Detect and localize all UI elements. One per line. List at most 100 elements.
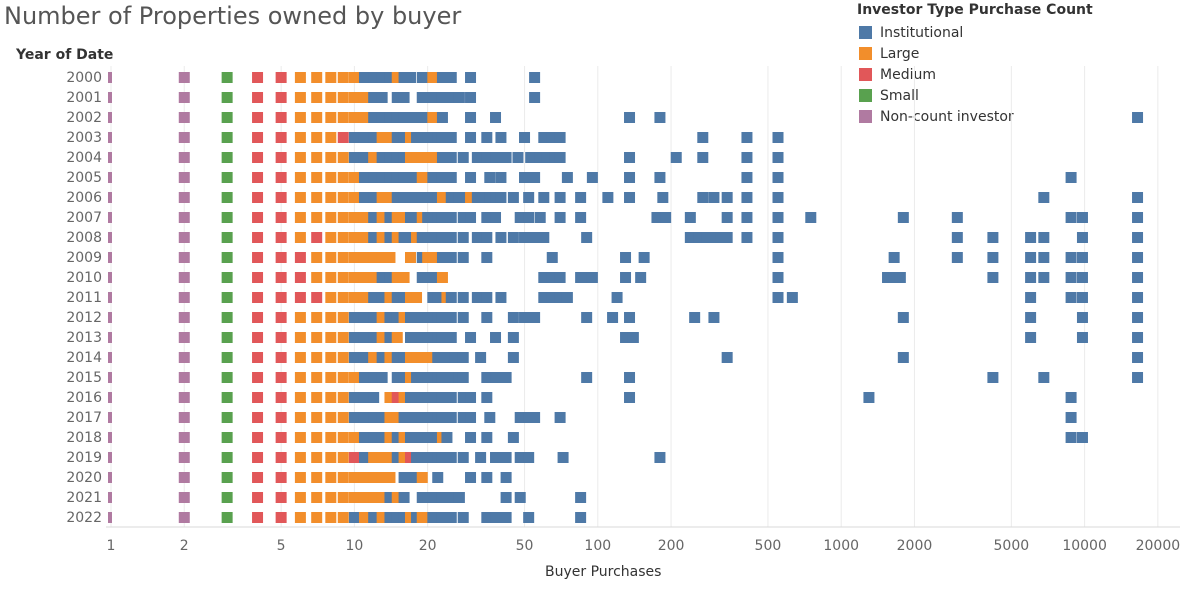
data-point bbox=[1076, 292, 1088, 303]
data-point bbox=[457, 252, 469, 263]
data-point bbox=[294, 372, 306, 383]
data-point bbox=[358, 72, 370, 83]
data-point bbox=[358, 312, 370, 323]
data-point bbox=[465, 72, 477, 83]
data-point bbox=[512, 152, 524, 163]
data-point bbox=[221, 392, 233, 403]
x-tick-label: 200 bbox=[658, 538, 685, 554]
data-point bbox=[882, 272, 894, 283]
data-point bbox=[660, 212, 672, 223]
data-point bbox=[275, 292, 287, 303]
data-point bbox=[398, 292, 410, 303]
legend-item-large[interactable]: Large bbox=[857, 43, 1093, 64]
data-point bbox=[987, 372, 999, 383]
data-point bbox=[411, 192, 423, 203]
legend-item-small[interactable]: Small bbox=[857, 85, 1093, 106]
data-point bbox=[178, 372, 190, 383]
data-point bbox=[358, 112, 370, 123]
data-point bbox=[575, 212, 587, 223]
data-point bbox=[311, 112, 323, 123]
data-point bbox=[358, 212, 370, 223]
data-point bbox=[325, 372, 337, 383]
data-point bbox=[436, 372, 448, 383]
data-point bbox=[538, 292, 550, 303]
data-point bbox=[620, 252, 632, 263]
data-point bbox=[358, 332, 370, 343]
data-point bbox=[500, 512, 512, 523]
data-point bbox=[445, 492, 457, 503]
data-point bbox=[772, 252, 784, 263]
data-point bbox=[384, 332, 396, 343]
data-point bbox=[635, 272, 647, 283]
data-point bbox=[391, 452, 403, 463]
data-point bbox=[1065, 392, 1077, 403]
data-point bbox=[294, 412, 306, 423]
data-point bbox=[657, 192, 669, 203]
data-point bbox=[325, 452, 337, 463]
data-point bbox=[275, 212, 287, 223]
data-point bbox=[384, 412, 396, 423]
data-point bbox=[457, 352, 469, 363]
year-label: 2012 bbox=[66, 310, 102, 326]
data-point bbox=[457, 152, 469, 163]
data-point bbox=[481, 392, 493, 403]
data-point bbox=[427, 252, 439, 263]
data-point bbox=[445, 312, 457, 323]
data-point bbox=[575, 272, 587, 283]
data-point bbox=[391, 92, 403, 103]
data-point bbox=[697, 132, 709, 143]
data-point bbox=[252, 272, 264, 283]
data-point bbox=[445, 132, 457, 143]
data-point bbox=[445, 252, 457, 263]
data-point bbox=[436, 492, 448, 503]
year-label: 2001 bbox=[66, 90, 102, 106]
data-point bbox=[575, 192, 587, 203]
data-point bbox=[325, 92, 337, 103]
data-point bbox=[221, 372, 233, 383]
data-point bbox=[337, 292, 349, 303]
data-point bbox=[391, 172, 403, 183]
legend-swatch-small bbox=[859, 89, 872, 102]
data-point bbox=[581, 232, 593, 243]
data-point bbox=[294, 172, 306, 183]
data-point bbox=[311, 292, 323, 303]
data-point bbox=[311, 192, 323, 203]
data-point bbox=[178, 492, 190, 503]
data-point bbox=[607, 312, 619, 323]
legend-item-institutional[interactable]: Institutional bbox=[857, 22, 1093, 43]
data-point bbox=[457, 312, 469, 323]
data-point bbox=[398, 272, 410, 283]
data-point bbox=[404, 372, 416, 383]
data-point bbox=[384, 252, 396, 263]
data-point bbox=[404, 292, 416, 303]
data-point bbox=[221, 132, 233, 143]
year-label: 2015 bbox=[66, 370, 102, 386]
data-point bbox=[457, 512, 469, 523]
data-point bbox=[427, 392, 439, 403]
x-tick-label: 10 bbox=[345, 538, 363, 554]
data-point bbox=[275, 252, 287, 263]
data-point bbox=[325, 152, 337, 163]
data-point bbox=[275, 352, 287, 363]
data-point bbox=[376, 292, 388, 303]
data-point bbox=[294, 292, 306, 303]
data-point bbox=[337, 72, 349, 83]
data-point bbox=[221, 292, 233, 303]
data-point bbox=[490, 332, 502, 343]
data-point bbox=[221, 312, 233, 323]
data-point bbox=[436, 112, 448, 123]
data-point bbox=[252, 232, 264, 243]
data-point bbox=[348, 152, 360, 163]
data-point bbox=[1065, 432, 1077, 443]
data-point bbox=[294, 132, 306, 143]
legend-item-medium[interactable]: Medium bbox=[857, 64, 1093, 85]
data-point bbox=[519, 172, 531, 183]
data-point bbox=[445, 372, 457, 383]
data-point bbox=[108, 472, 112, 483]
data-point bbox=[1038, 272, 1050, 283]
data-point bbox=[221, 332, 233, 343]
legend-item-non-count-investor[interactable]: Non-count investor bbox=[857, 106, 1093, 127]
data-point bbox=[311, 512, 323, 523]
data-point bbox=[427, 172, 439, 183]
data-point bbox=[404, 412, 416, 423]
